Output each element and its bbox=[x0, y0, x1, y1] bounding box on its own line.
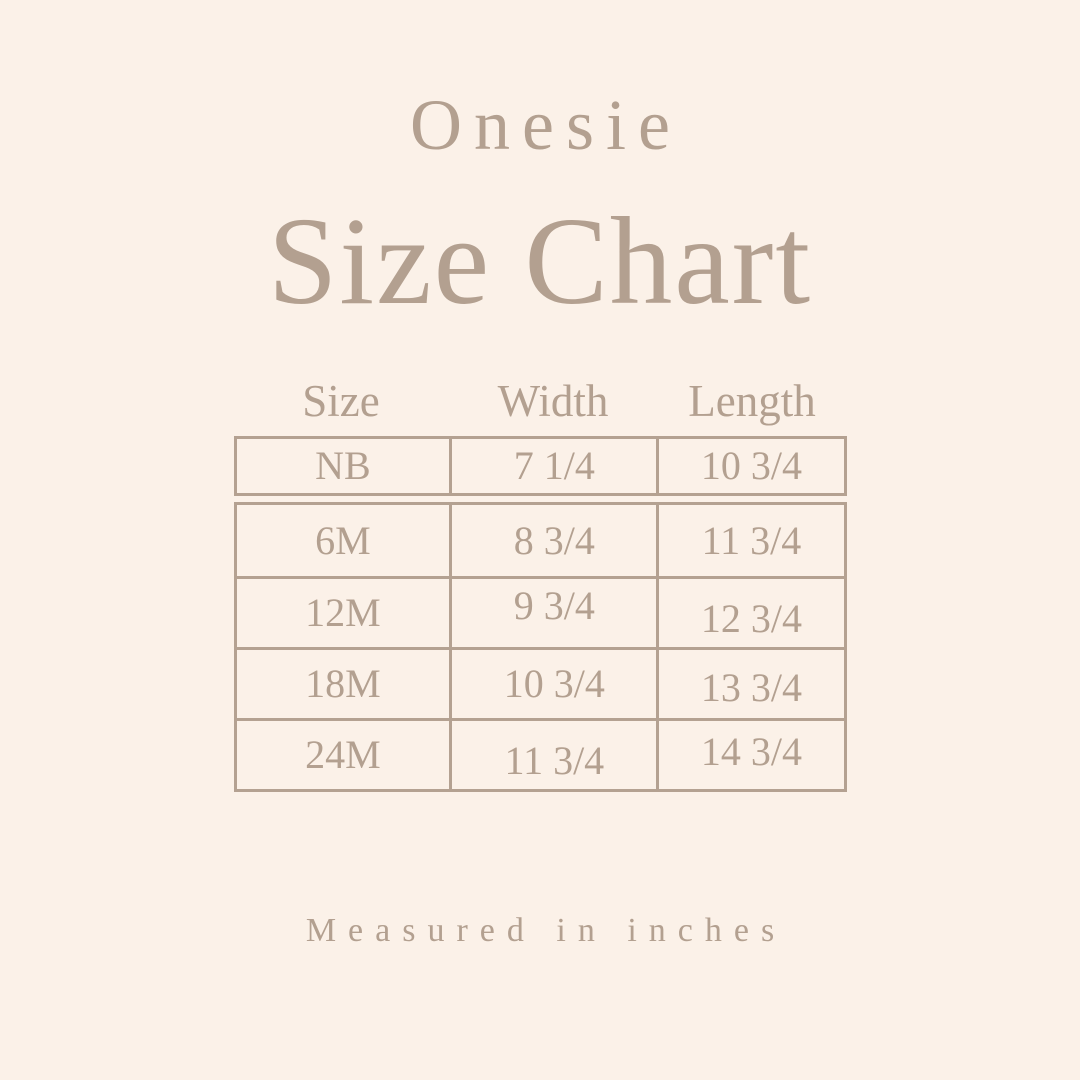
column-header-width: Width bbox=[497, 375, 609, 426]
cell-size: 12M bbox=[236, 575, 450, 647]
table-row-nb: NB 7 1/4 10 3/4 bbox=[233, 435, 847, 496]
cell-width: 8 3/4 bbox=[449, 504, 656, 576]
cell-width: 10 3/4 bbox=[449, 646, 657, 718]
cell-size: 24M bbox=[236, 717, 450, 789]
cell-length: 13 3/4 bbox=[656, 646, 844, 718]
cell-length: 11 3/4 bbox=[656, 504, 843, 576]
cell-size: NB bbox=[315, 443, 371, 489]
column-header-length: Length bbox=[688, 375, 816, 426]
cell-width: 7 1/4 bbox=[449, 438, 656, 493]
cell-size: 18M bbox=[236, 646, 450, 718]
column-header-size: Size bbox=[302, 375, 380, 426]
table-column-headers: Size Width Length bbox=[234, 375, 847, 426]
cell-length: 14 3/4 bbox=[656, 717, 844, 789]
cell-size: 6M bbox=[315, 517, 371, 563]
size-table-body: 6M 8 3/4 11 3/4 12M 9 3/4 12 3/4 18M 10 … bbox=[233, 501, 847, 792]
cell-width: 9 3/4 bbox=[449, 575, 657, 647]
page-title: Size Chart bbox=[267, 192, 813, 331]
product-subtitle: Onesie bbox=[410, 85, 682, 165]
cell-length: 12 3/4 bbox=[656, 575, 844, 647]
cell-length: 10 3/4 bbox=[656, 438, 843, 493]
cell-width: 11 3/4 bbox=[449, 717, 657, 789]
measurement-note: Measured in inches bbox=[305, 911, 787, 949]
